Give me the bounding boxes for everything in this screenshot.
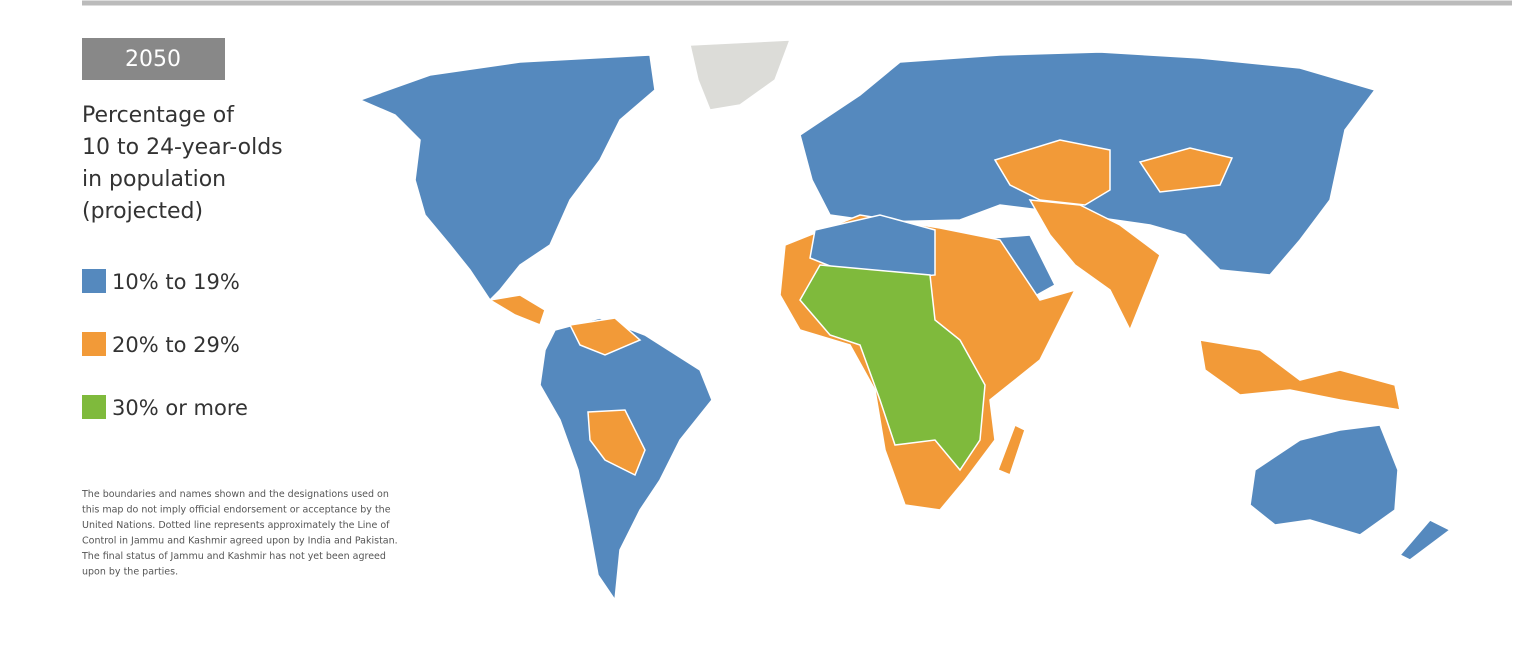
legend-swatch	[82, 269, 106, 293]
australia	[1249, 424, 1399, 536]
legend-title: Percentage of 10 to 24-year-olds in popula…	[82, 103, 283, 224]
southeast-asia	[1199, 339, 1401, 411]
legend-label: 10% to 19%	[112, 270, 240, 294]
disclaimer: The boundaries and names shown and the d…	[81, 489, 398, 578]
legend-swatch	[82, 332, 106, 356]
disclaimer-line: upon by the parties.	[82, 567, 178, 578]
year-badge	[82, 38, 225, 80]
bolivia	[587, 409, 646, 477]
central-asia	[993, 139, 1111, 206]
legend-label: 20% to 29%	[112, 333, 240, 357]
legend: 10% to 19% 20% to 29% 30% or more	[82, 269, 248, 420]
legend-label: 30% or more	[112, 396, 248, 420]
north-america	[357, 54, 656, 302]
disclaimer-line: The final status of Jammu and Kashmir ha…	[81, 551, 386, 562]
disclaimer-line: United Nations. Dotted line represents a…	[82, 520, 390, 531]
new-zealand	[1398, 519, 1452, 561]
mongolia	[1138, 147, 1234, 193]
madagascar	[997, 423, 1026, 477]
legend-swatch	[82, 395, 106, 419]
central-america	[487, 294, 546, 326]
disclaimer-line: this map do not imply official endorseme…	[82, 505, 391, 516]
legend-title-line: Percentage of	[82, 103, 235, 128]
greenland	[689, 39, 792, 111]
south-asia	[1028, 199, 1161, 332]
world-map	[357, 39, 1452, 603]
disclaimer-line: Control in Jammu and Kashmir agreed upon…	[82, 536, 398, 547]
legend-title-line: 10 to 24-year-olds	[82, 135, 283, 160]
legend-title-line: in population	[82, 167, 226, 192]
legend-title-line: (projected)	[82, 199, 203, 224]
year-badge-text: 2050	[125, 47, 181, 72]
venezuela	[568, 317, 642, 356]
disclaimer-line: The boundaries and names shown and the d…	[81, 489, 389, 500]
central-africa	[799, 264, 986, 472]
